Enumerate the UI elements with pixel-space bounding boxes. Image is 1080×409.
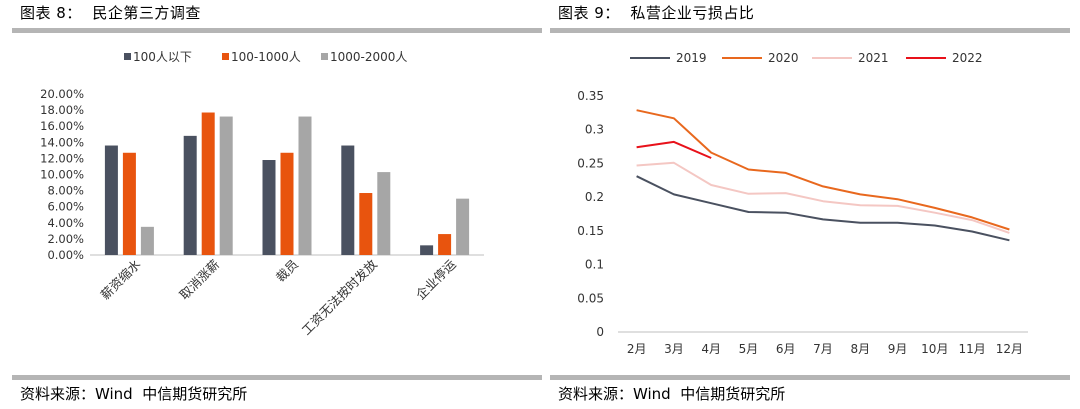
bar-chart: 100人以下 100-1000人 1000-2000人 0.00% 2.00% 4.00%…: [40, 50, 484, 338]
x-category-label: 7月: [813, 342, 833, 356]
y-tick-label: 8.00%: [47, 184, 84, 198]
legend-swatch: [124, 53, 131, 60]
legend-label: 2022: [952, 51, 983, 65]
x-category-label: 取消涨薪: [176, 257, 222, 303]
y-tick-label: 0.05: [577, 291, 604, 305]
series-line-2019: [636, 175, 1010, 242]
legend-label: 2021: [858, 51, 889, 65]
y-tick-label: 0.00%: [47, 248, 84, 262]
legend-label: 100人以下: [133, 50, 192, 64]
y-tick-label: 14.00%: [40, 135, 84, 149]
y-tick-label: 0.25: [577, 156, 604, 170]
y-tick-label: 10.00%: [40, 168, 84, 182]
x-category-label: 薪资缩水: [98, 256, 144, 302]
source-note: 资料来源：Wind 中信期货研究所: [20, 385, 248, 403]
y-tick-label: 0: [596, 325, 604, 339]
y-tick-label: 20.00%: [40, 87, 84, 101]
bottom-divider: [550, 375, 1070, 380]
chart-title: 图表 9： 私营企业亏损占比: [558, 4, 755, 22]
top-divider: [550, 28, 1070, 33]
bottom-divider: [12, 375, 542, 380]
bar: [104, 145, 118, 255]
y-tick-label: 16.00%: [40, 119, 84, 133]
bar: [122, 152, 136, 255]
y-tick-label: 0.15: [577, 224, 604, 238]
x-category-label: 4月: [701, 342, 721, 356]
bar: [359, 193, 373, 255]
series-line-2022: [636, 140, 712, 159]
bar: [262, 160, 276, 255]
legend-label: 1000-2000人: [330, 50, 407, 64]
bar: [341, 145, 355, 255]
series-line-2020: [636, 109, 1010, 231]
chart-title: 图表 8： 民企第三方调查: [20, 4, 201, 22]
x-category-label: 工资无法按时发放: [299, 256, 381, 338]
bar: [140, 226, 154, 255]
y-tick-label: 0.3: [585, 123, 604, 137]
bar: [201, 112, 215, 255]
x-category-label: 8月: [850, 342, 870, 356]
x-category-label: 企业停运: [413, 256, 459, 302]
line-chart: 2019 2020 2021 2022 0 0.05 0.1 0.15 0.2 0.25 0.3 0.…: [577, 51, 1028, 356]
y-tick-label: 0.2: [585, 190, 604, 204]
legend-label: 2020: [768, 51, 799, 65]
x-category-label: 10月: [921, 342, 948, 356]
bar: [280, 152, 294, 255]
bar: [298, 116, 312, 255]
legend-label: 2019: [676, 51, 707, 65]
legend-swatch: [222, 53, 229, 60]
y-tick-label: 0.1: [585, 258, 604, 272]
legend-label: 100-1000人: [231, 50, 301, 64]
x-category-label: 9月: [888, 342, 908, 356]
bar: [438, 234, 452, 255]
y-tick-label: 18.00%: [40, 103, 84, 117]
y-tick-label: 4.00%: [47, 216, 84, 230]
x-category-label: 裁员: [273, 257, 301, 285]
bar: [456, 198, 470, 255]
y-tick-label: 6.00%: [47, 200, 84, 214]
top-divider: [12, 28, 542, 33]
source-note: 资料来源：Wind 中信期货研究所: [558, 385, 786, 403]
series-line-2021: [636, 161, 1010, 234]
legend-swatch: [321, 53, 328, 60]
bar: [377, 172, 391, 255]
y-tick-label: 2.00%: [47, 232, 84, 246]
x-category-label: 2月: [627, 342, 647, 356]
panel-line-chart: 图表 9： 私营企业亏损占比 2019 2020 2021 2022 0 0.05 0.1 0…: [550, 0, 1070, 409]
x-category-label: 6月: [776, 342, 796, 356]
bar: [219, 116, 233, 255]
bar: [420, 245, 434, 255]
panel-bar-chart: 图表 8： 民企第三方调查 100人以下 100-1000人 1000-2000人 0…: [12, 0, 542, 409]
bar: [183, 135, 197, 255]
y-tick-label: 0.35: [577, 89, 604, 103]
x-category-label: 12月: [996, 342, 1023, 356]
y-tick-label: 12.00%: [40, 151, 84, 165]
x-category-label: 11月: [958, 342, 985, 356]
x-category-label: 3月: [664, 342, 684, 356]
x-category-label: 5月: [739, 342, 759, 356]
